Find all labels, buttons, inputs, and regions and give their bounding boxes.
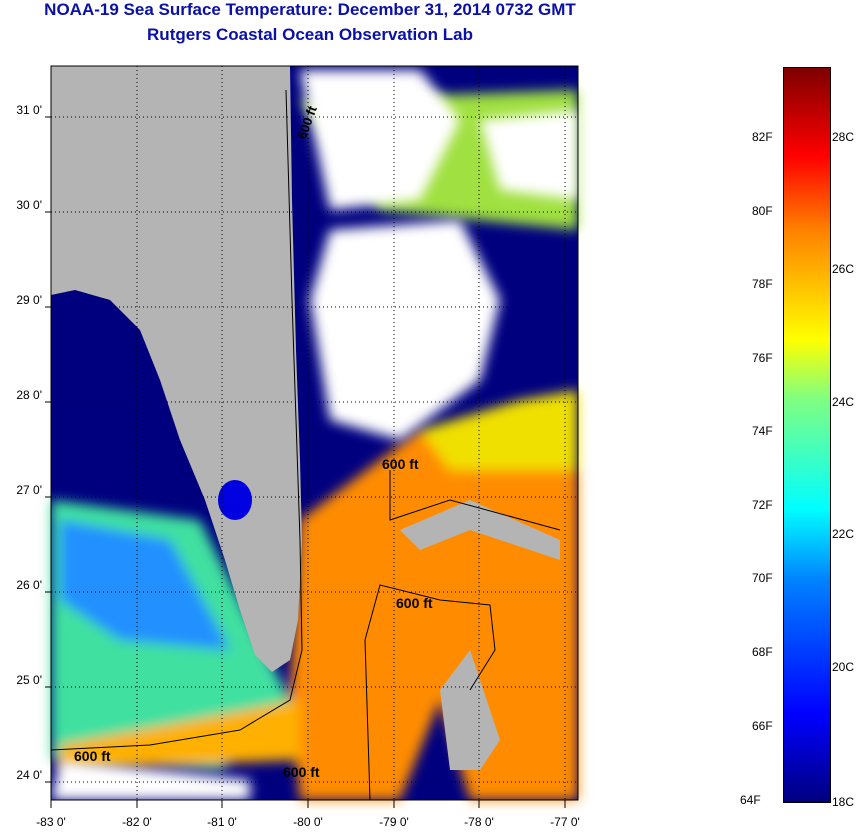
bahamas-land bbox=[400, 500, 560, 770]
colorbar-c-label: 26C bbox=[832, 262, 855, 276]
lat-label: 30 0' bbox=[16, 198, 42, 212]
axis-ticks bbox=[45, 116, 566, 808]
lat-label: 29 0' bbox=[16, 293, 42, 307]
colorbar-f-label: 80F bbox=[752, 204, 773, 218]
lon-label: -82 0' bbox=[122, 815, 152, 829]
lat-label: 28 0' bbox=[16, 388, 42, 402]
colorbar-c-label: 24C bbox=[832, 395, 855, 409]
lon-label: -83 0' bbox=[36, 815, 66, 829]
lon-label: -80 0' bbox=[293, 815, 323, 829]
colorbar-c-label: 18C bbox=[832, 795, 855, 809]
colorbar-f-label: 72F bbox=[752, 498, 773, 512]
contour-label: 600 ft bbox=[382, 456, 419, 472]
warm-water-region bbox=[290, 400, 578, 800]
map-subtitle: Rutgers Coastal Ocean Observation Lab bbox=[147, 25, 473, 44]
lake-okeechobee bbox=[218, 480, 252, 520]
sst-map bbox=[45, 65, 579, 808]
temperature-colorbar bbox=[783, 67, 831, 803]
colorbar-f-label: 76F bbox=[752, 351, 773, 365]
warm-water-keys bbox=[60, 700, 300, 770]
colorbar-c-label: 28C bbox=[832, 130, 855, 144]
cloud-cover bbox=[51, 70, 578, 800]
map-frame bbox=[50, 65, 579, 801]
florida-landmass bbox=[51, 66, 302, 672]
colorbar-f-label: 68F bbox=[752, 645, 773, 659]
colorbar-c-label: 22C bbox=[832, 527, 855, 541]
lat-label: 26 0' bbox=[16, 578, 42, 592]
cool-water-blue bbox=[60, 520, 230, 650]
lat-label: 24 0' bbox=[16, 768, 42, 782]
colorbar-f-label: 78F bbox=[752, 277, 773, 291]
contour-label: 600 ft bbox=[283, 764, 320, 780]
lon-label: -78 0' bbox=[464, 815, 494, 829]
lon-label: -79 0' bbox=[379, 815, 409, 829]
lon-label: -77 0' bbox=[550, 815, 580, 829]
map-title: NOAA-19 Sea Surface Temperature: Decembe… bbox=[44, 0, 576, 19]
lon-label: -81 0' bbox=[207, 815, 237, 829]
warm-water-yellow bbox=[420, 390, 578, 470]
contour-label: 600 ft bbox=[74, 748, 111, 764]
colorbar-f-label: 66F bbox=[752, 719, 773, 733]
lat-label: 27 0' bbox=[16, 483, 42, 497]
colorbar-f-label: 82F bbox=[752, 130, 773, 144]
colorbar-c-label: 20C bbox=[832, 660, 855, 674]
colorbar-f-label: 74F bbox=[752, 424, 773, 438]
contour-label: 600 ft bbox=[396, 595, 433, 611]
colorbar-f-label: 64F bbox=[740, 793, 761, 807]
lat-label: 25 0' bbox=[16, 673, 42, 687]
colorbar-f-label: 70F bbox=[752, 571, 773, 585]
lat-label: 31 0' bbox=[16, 103, 42, 117]
isobath-600ft bbox=[50, 89, 561, 801]
